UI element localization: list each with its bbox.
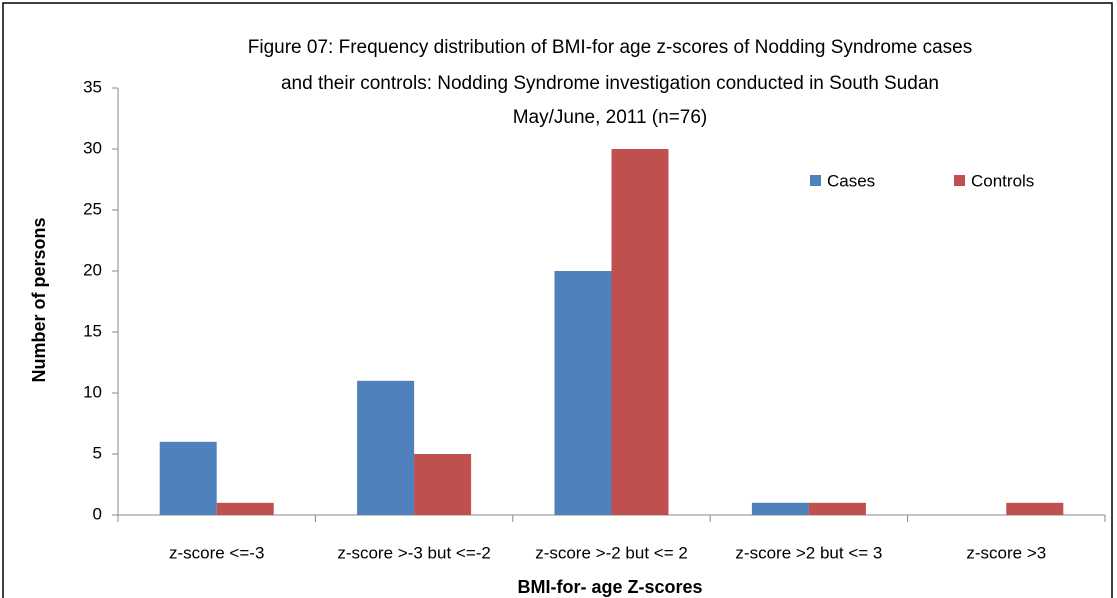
y-axis-title: Number of persons — [29, 217, 49, 382]
x-axis-title: BMI-for- age Z-scores — [517, 577, 702, 597]
bar — [159, 441, 217, 515]
y-tick-label: 0 — [93, 504, 102, 523]
y-tick-label: 25 — [83, 199, 102, 218]
chart-title: and their controls: Nodding Syndrome inv… — [281, 73, 939, 94]
legend-label: Cases — [827, 171, 875, 190]
bar — [808, 502, 866, 515]
y-tick-label: 10 — [83, 382, 102, 401]
bar — [751, 502, 809, 515]
bar — [357, 380, 415, 515]
y-tick-label: 5 — [93, 443, 102, 462]
bar — [414, 454, 472, 515]
y-tick-label: 30 — [83, 138, 102, 157]
x-tick-label: z-score >-3 but <=-2 — [337, 543, 491, 562]
x-tick-label: z-score >2 but <= 3 — [735, 543, 882, 562]
chart-title: May/June, 2011 (n=76) — [513, 107, 708, 128]
bar — [1006, 502, 1064, 515]
legend-swatch — [954, 175, 965, 186]
x-tick-label: z-score <=-3 — [169, 543, 264, 562]
legend-swatch — [810, 175, 821, 186]
legend-label: Controls — [971, 171, 1034, 190]
chart-title: Figure 07: Frequency distribution of BMI… — [248, 37, 972, 58]
y-tick-label: 20 — [83, 260, 102, 279]
bar — [554, 271, 612, 515]
y-tick-label: 15 — [83, 321, 102, 340]
bar — [611, 149, 669, 515]
x-tick-label: z-score >-2 but <= 2 — [535, 543, 688, 562]
y-tick-label: 35 — [83, 77, 102, 96]
x-tick-label: z-score >3 — [966, 543, 1046, 562]
bar — [216, 502, 274, 515]
